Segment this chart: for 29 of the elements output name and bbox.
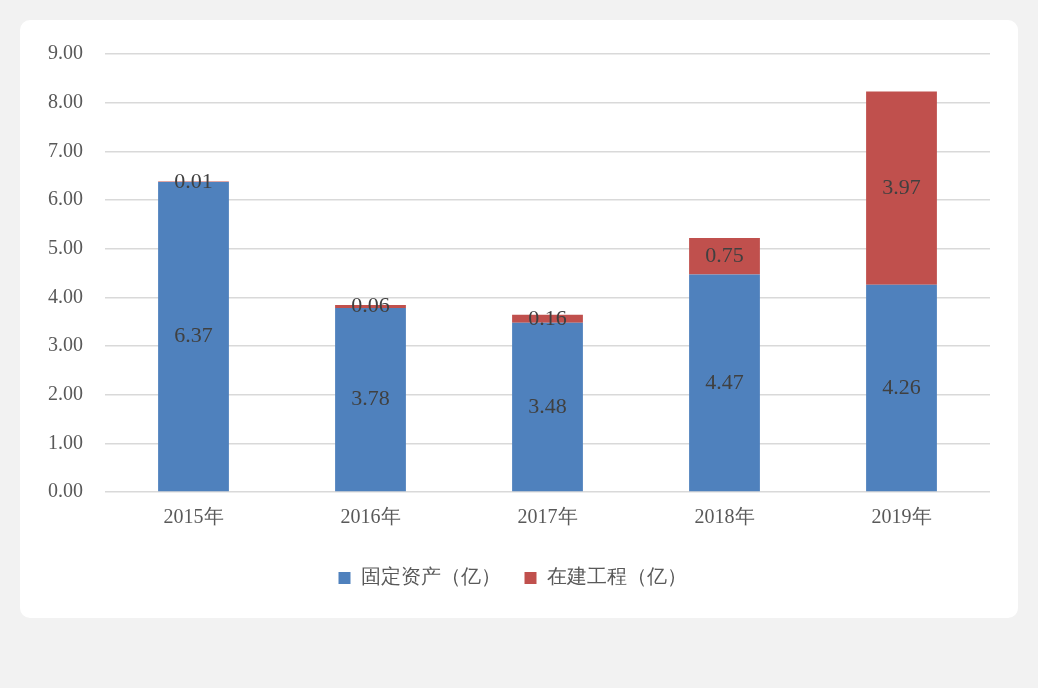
y-tick-label: 7.00 — [48, 138, 83, 161]
bar — [689, 274, 760, 492]
y-tick-label: 8.00 — [48, 89, 83, 112]
data-label: 4.47 — [705, 368, 744, 394]
x-tick-label: 2017年 — [517, 505, 578, 528]
data-label: 4.26 — [882, 373, 921, 399]
y-tick-label: 2.00 — [48, 381, 83, 404]
legend-label: 在建工程（亿） — [546, 565, 687, 588]
data-label: 3.97 — [882, 173, 921, 199]
x-tick-label: 2018年 — [694, 505, 755, 528]
data-label: 6.37 — [174, 322, 213, 348]
data-label: 0.75 — [705, 241, 744, 267]
y-tick-label: 9.00 — [48, 41, 83, 64]
bar — [866, 284, 937, 492]
bar — [866, 91, 937, 285]
x-tick-label: 2016年 — [340, 505, 401, 528]
y-tick-label: 1.00 — [48, 430, 83, 453]
data-label: 0.06 — [351, 292, 390, 318]
y-tick-label: 6.00 — [48, 187, 83, 210]
x-tick-label: 2015年 — [163, 505, 224, 528]
y-tick-label: 3.00 — [48, 333, 83, 356]
y-tick-label: 4.00 — [48, 284, 83, 307]
bar — [689, 237, 760, 275]
y-tick-label: 5.00 — [48, 235, 83, 258]
x-tick-label: 2019年 — [871, 505, 932, 528]
data-label: 3.78 — [351, 385, 390, 411]
y-tick-label: 0.00 — [48, 479, 83, 502]
data-label: 3.48 — [528, 392, 567, 418]
legend-label: 固定资产（亿） — [360, 565, 501, 588]
